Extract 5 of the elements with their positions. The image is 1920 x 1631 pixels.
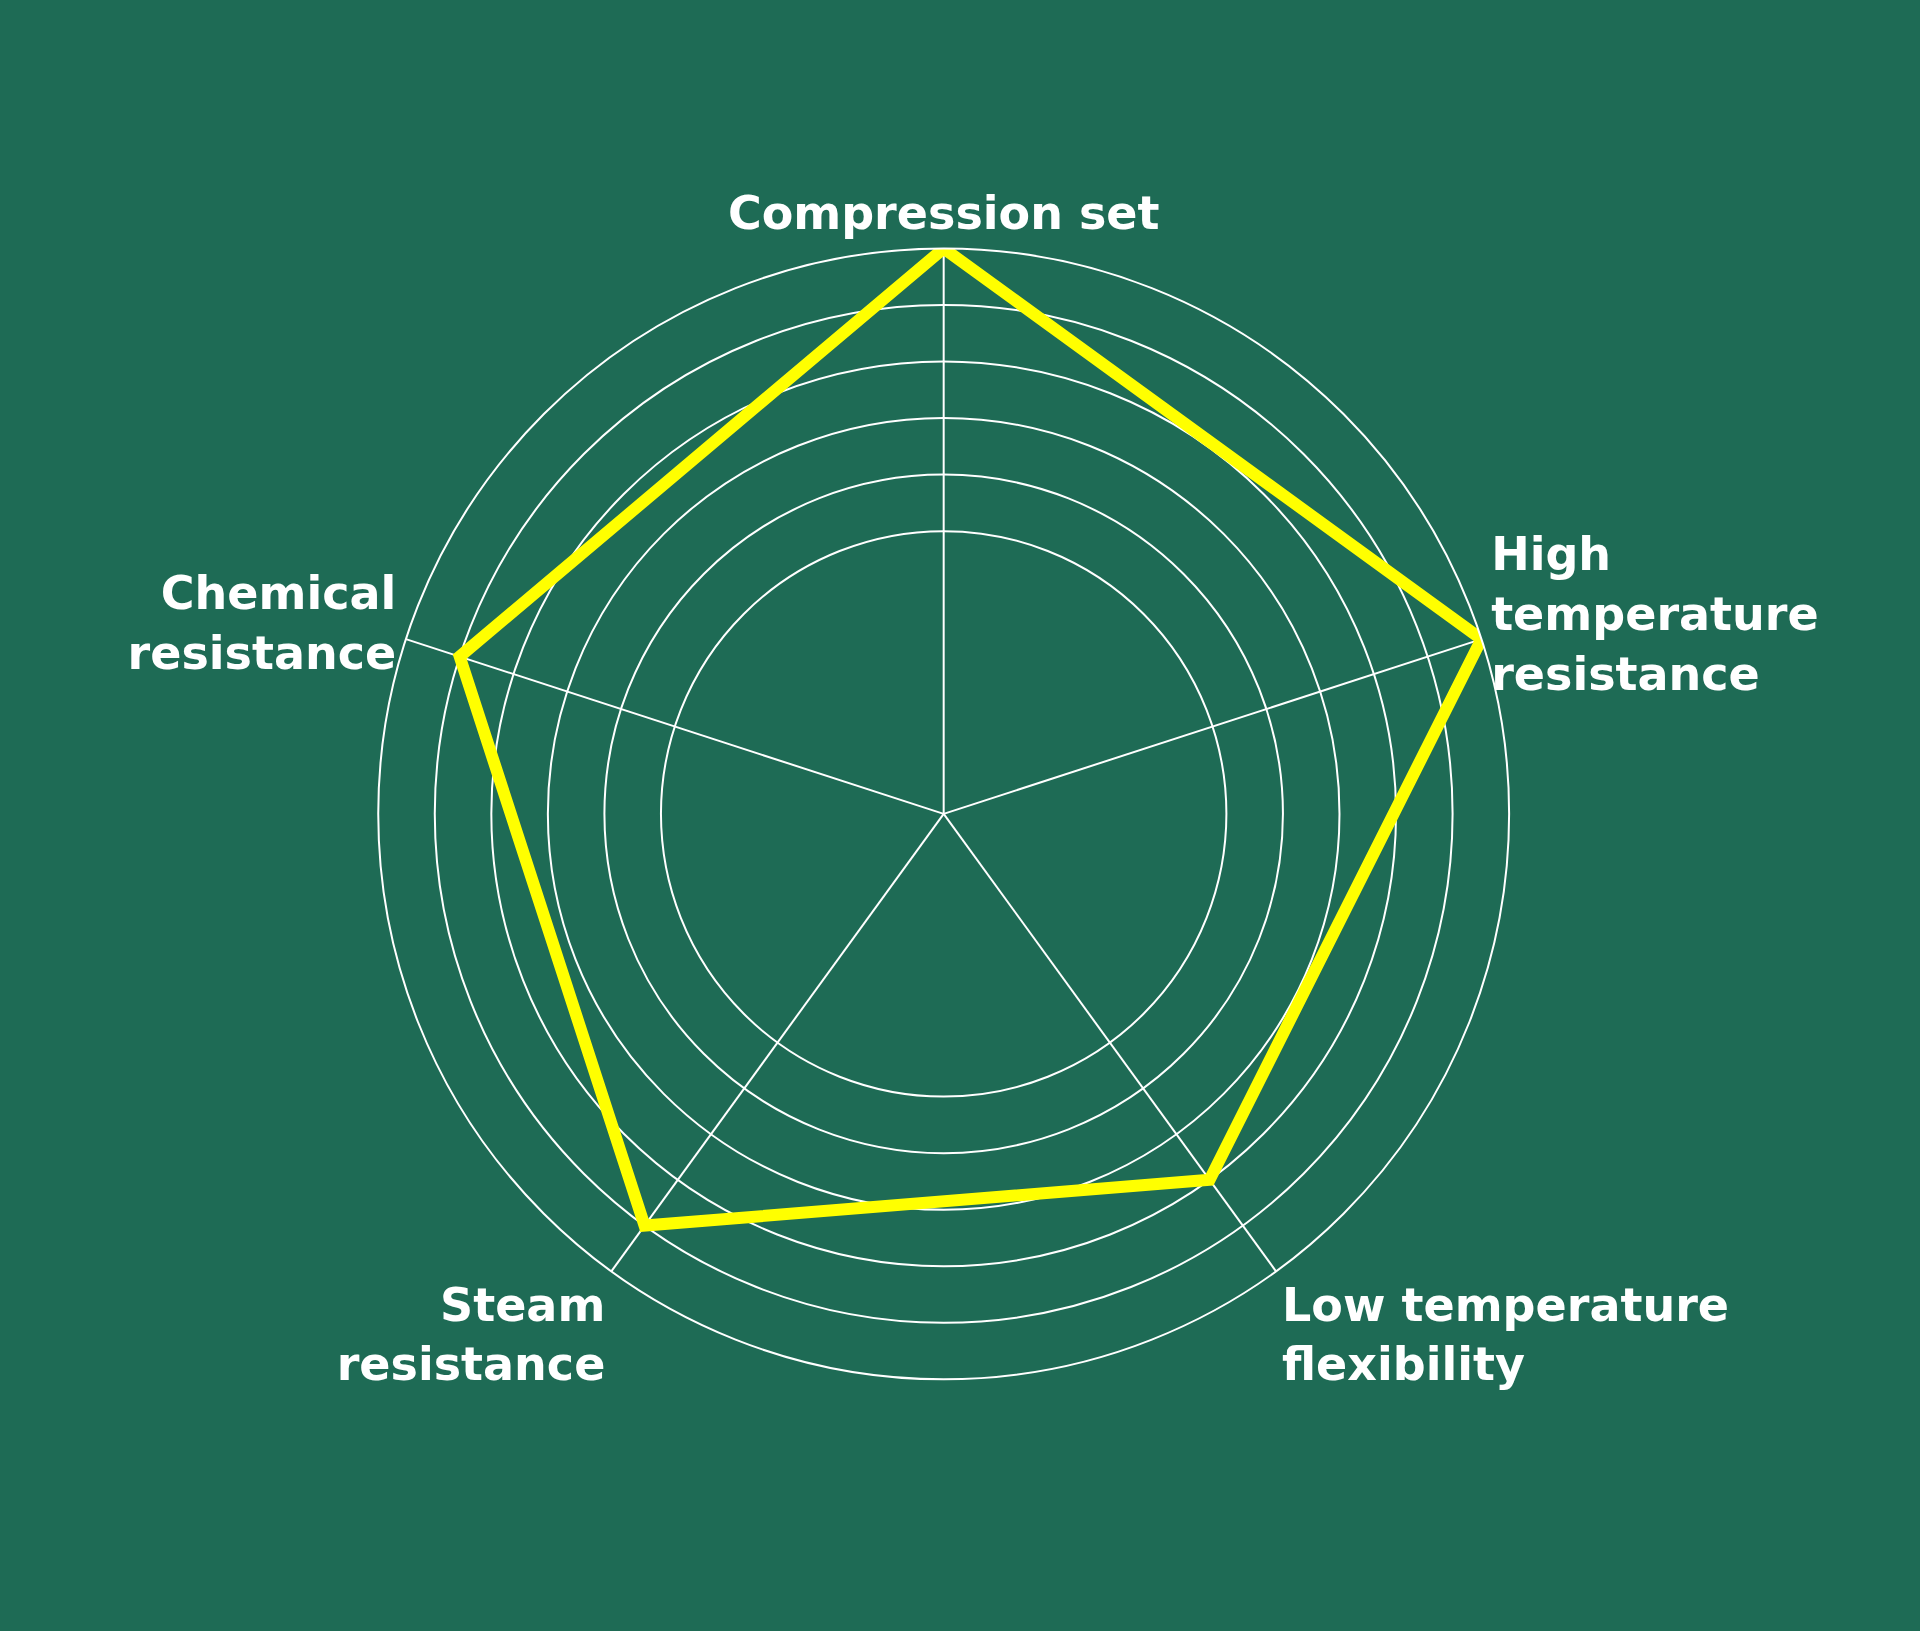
spoke-label: Compression set	[727, 186, 1160, 241]
spoke-label: Chemical resistance	[127, 566, 397, 681]
spoke-label: High temperature resistance	[1491, 527, 1819, 701]
spoke-label: Low temperature flexibility	[1282, 1277, 1730, 1392]
spoke-label: Steam resistance	[336, 1277, 606, 1392]
